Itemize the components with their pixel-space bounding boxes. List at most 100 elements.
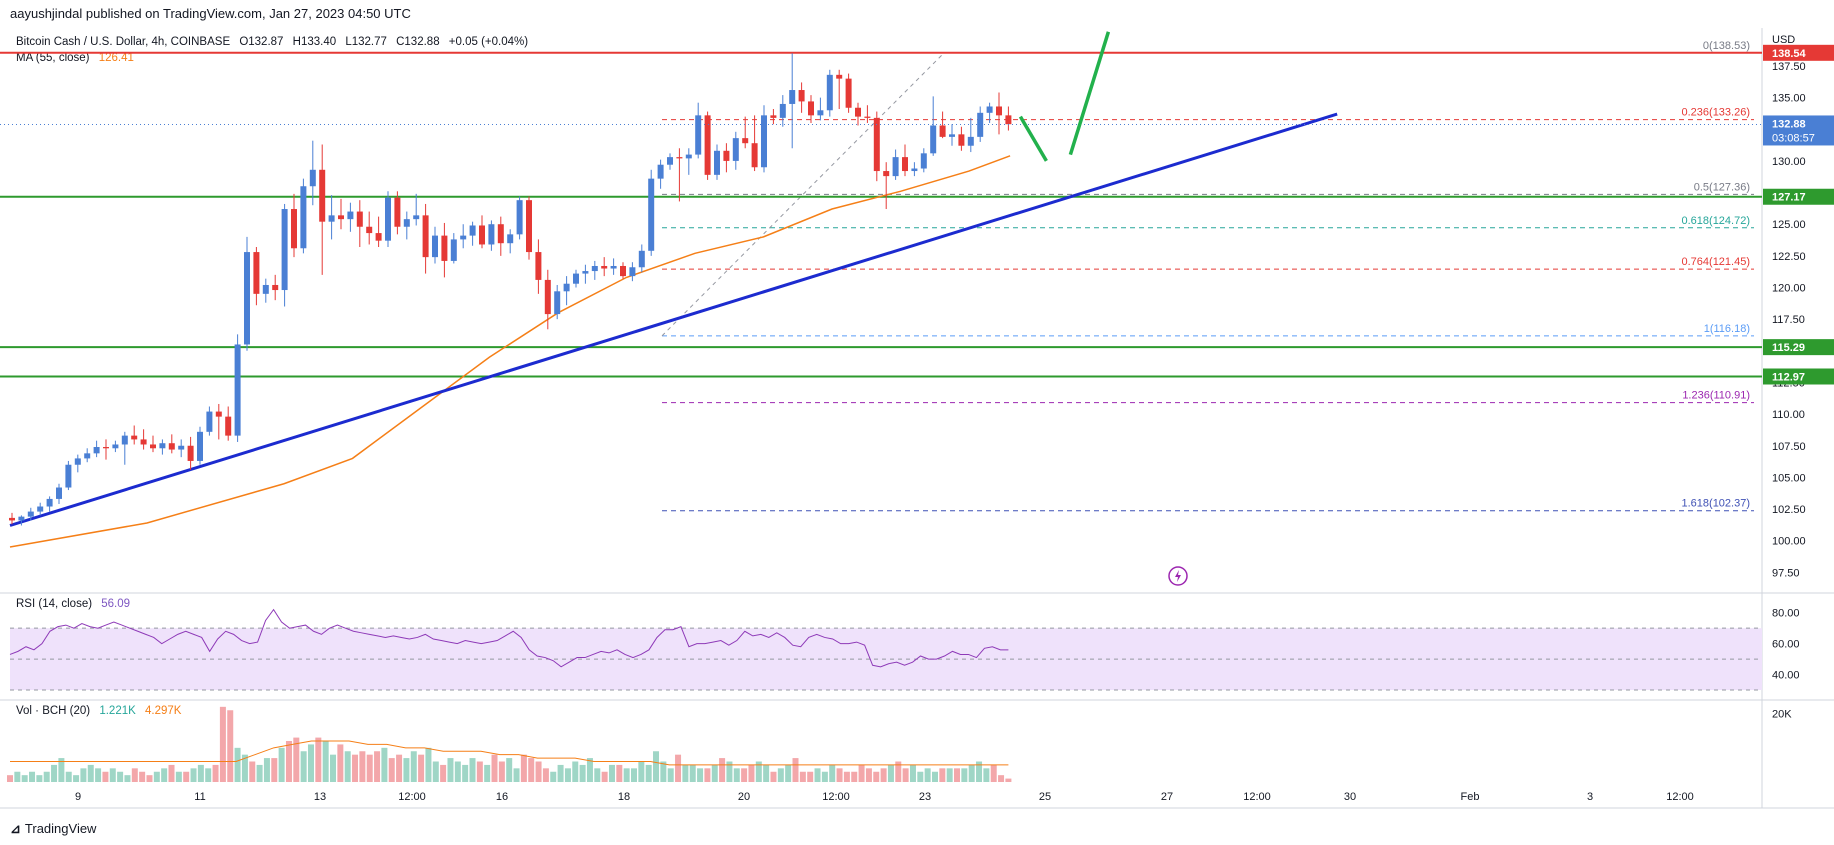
volume-bar — [704, 768, 711, 782]
rsi-tick-label: 80.00 — [1772, 608, 1800, 620]
volume-bar — [462, 764, 469, 782]
volume-bar — [484, 764, 491, 782]
volume-bar — [506, 758, 513, 782]
fib-level-label: 1(116.18) — [1704, 323, 1750, 335]
volume-bar — [7, 775, 13, 782]
currency-label: USD — [1772, 34, 1796, 46]
volume-legend[interactable]: Vol · BCH (20) 1.221K 4.297K — [16, 705, 187, 717]
volume-bar — [785, 764, 792, 782]
ohlc-low: L132.77 — [345, 36, 387, 48]
support-level-label: 127.17 — [1772, 192, 1806, 204]
candle-body — [742, 138, 749, 144]
candle-body — [723, 150, 730, 161]
rsi-tick-label: 60.00 — [1772, 639, 1800, 651]
volume-bar — [638, 761, 645, 782]
candle-body — [629, 267, 636, 277]
price-tick-label: 97.50 — [1772, 567, 1800, 579]
volume-bar — [366, 754, 373, 782]
volume-bar — [858, 764, 865, 782]
fib-level-label: 0.618(124.72) — [1682, 215, 1751, 227]
volume-bar — [307, 744, 314, 782]
symbol-legend[interactable]: Bitcoin Cash / U.S. Dollar, 4h, COINBASE… — [16, 36, 534, 48]
volume-bar — [227, 710, 234, 782]
candle-body — [385, 197, 391, 241]
candle-body — [159, 443, 166, 449]
fib-level-label: 0.236(133.26) — [1682, 107, 1751, 119]
rsi-line — [9, 608, 1009, 668]
volume-bar — [109, 768, 116, 782]
ma55-line — [9, 155, 1011, 548]
rsi-legend[interactable]: RSI (14, close) 56.09 — [16, 598, 136, 610]
volume-bar — [675, 754, 682, 782]
time-tick-label: 12:00 — [1666, 791, 1694, 803]
volume-bar — [689, 764, 696, 782]
volume-bar — [887, 764, 894, 782]
volume-bar — [271, 758, 278, 782]
fib-level-label: 0.764(121.45) — [1682, 256, 1751, 268]
volume-bar — [183, 771, 190, 782]
candle-body — [338, 215, 344, 220]
candle-body — [103, 447, 109, 449]
volume-bar — [843, 771, 850, 782]
volume-bar — [241, 754, 248, 782]
candle-body — [84, 453, 91, 459]
projection-arrow-down — [1018, 115, 1048, 162]
volume-bar — [293, 737, 300, 782]
price-tick-label: 102.50 — [1772, 504, 1806, 516]
volume-bar — [476, 761, 483, 782]
tradingview-logo[interactable]: ⊿ TradingView — [10, 821, 96, 837]
candle-body — [911, 168, 918, 172]
volume-tick-label: 20K — [1772, 709, 1792, 721]
trendline — [9, 112, 1338, 527]
volume-bar — [667, 768, 674, 782]
candle-body — [836, 74, 843, 79]
ma-value: 126.41 — [98, 52, 134, 64]
volume-bar — [528, 758, 535, 782]
volume-bar — [219, 706, 226, 782]
candle-body — [526, 200, 532, 253]
candle-body — [798, 90, 805, 102]
ma-legend[interactable]: MA (55, close) 126.41 — [16, 52, 140, 64]
time-tick-label: 11 — [194, 791, 205, 803]
candle-body — [826, 74, 833, 111]
volume-bar — [190, 768, 197, 782]
candle-body — [695, 115, 702, 155]
candle-body — [234, 344, 241, 436]
candle-body — [112, 444, 119, 449]
last-price-label: 132.88 — [1772, 118, 1806, 130]
volume-bar — [344, 751, 351, 782]
volume-bar — [410, 751, 417, 782]
volume-bar — [998, 775, 1005, 782]
volume-bar — [469, 758, 476, 782]
price-tick-label: 122.50 — [1772, 251, 1806, 263]
candle-body — [356, 211, 363, 227]
candle-body — [892, 157, 899, 177]
candle-body — [789, 90, 796, 104]
time-tick-label: 23 — [919, 791, 931, 803]
volume-bar — [396, 754, 403, 782]
volume-bar — [836, 768, 843, 782]
volume-bar — [777, 768, 784, 782]
bar-countdown: 03:08:57 — [1772, 132, 1815, 144]
volume-bar — [197, 764, 204, 782]
volume-bar — [829, 764, 836, 782]
candle-body — [328, 215, 335, 222]
candle-body — [676, 157, 683, 159]
candle-body — [808, 101, 814, 116]
candle-body — [601, 265, 608, 269]
volume-bar — [653, 751, 660, 782]
volume-bar — [873, 771, 880, 782]
time-tick-label: Feb — [1461, 791, 1480, 803]
candle-body — [140, 439, 147, 445]
volume-bar — [601, 771, 608, 782]
volume-bar — [976, 761, 983, 782]
volume-bar — [865, 768, 872, 782]
volume-bar — [968, 764, 975, 782]
price-tick-label: 100.00 — [1772, 536, 1806, 548]
projection-arrow-up — [1068, 31, 1111, 156]
volume-bar — [440, 764, 447, 782]
candle-body — [535, 252, 542, 280]
volume-bar — [337, 744, 344, 782]
volume-bar — [931, 771, 938, 782]
